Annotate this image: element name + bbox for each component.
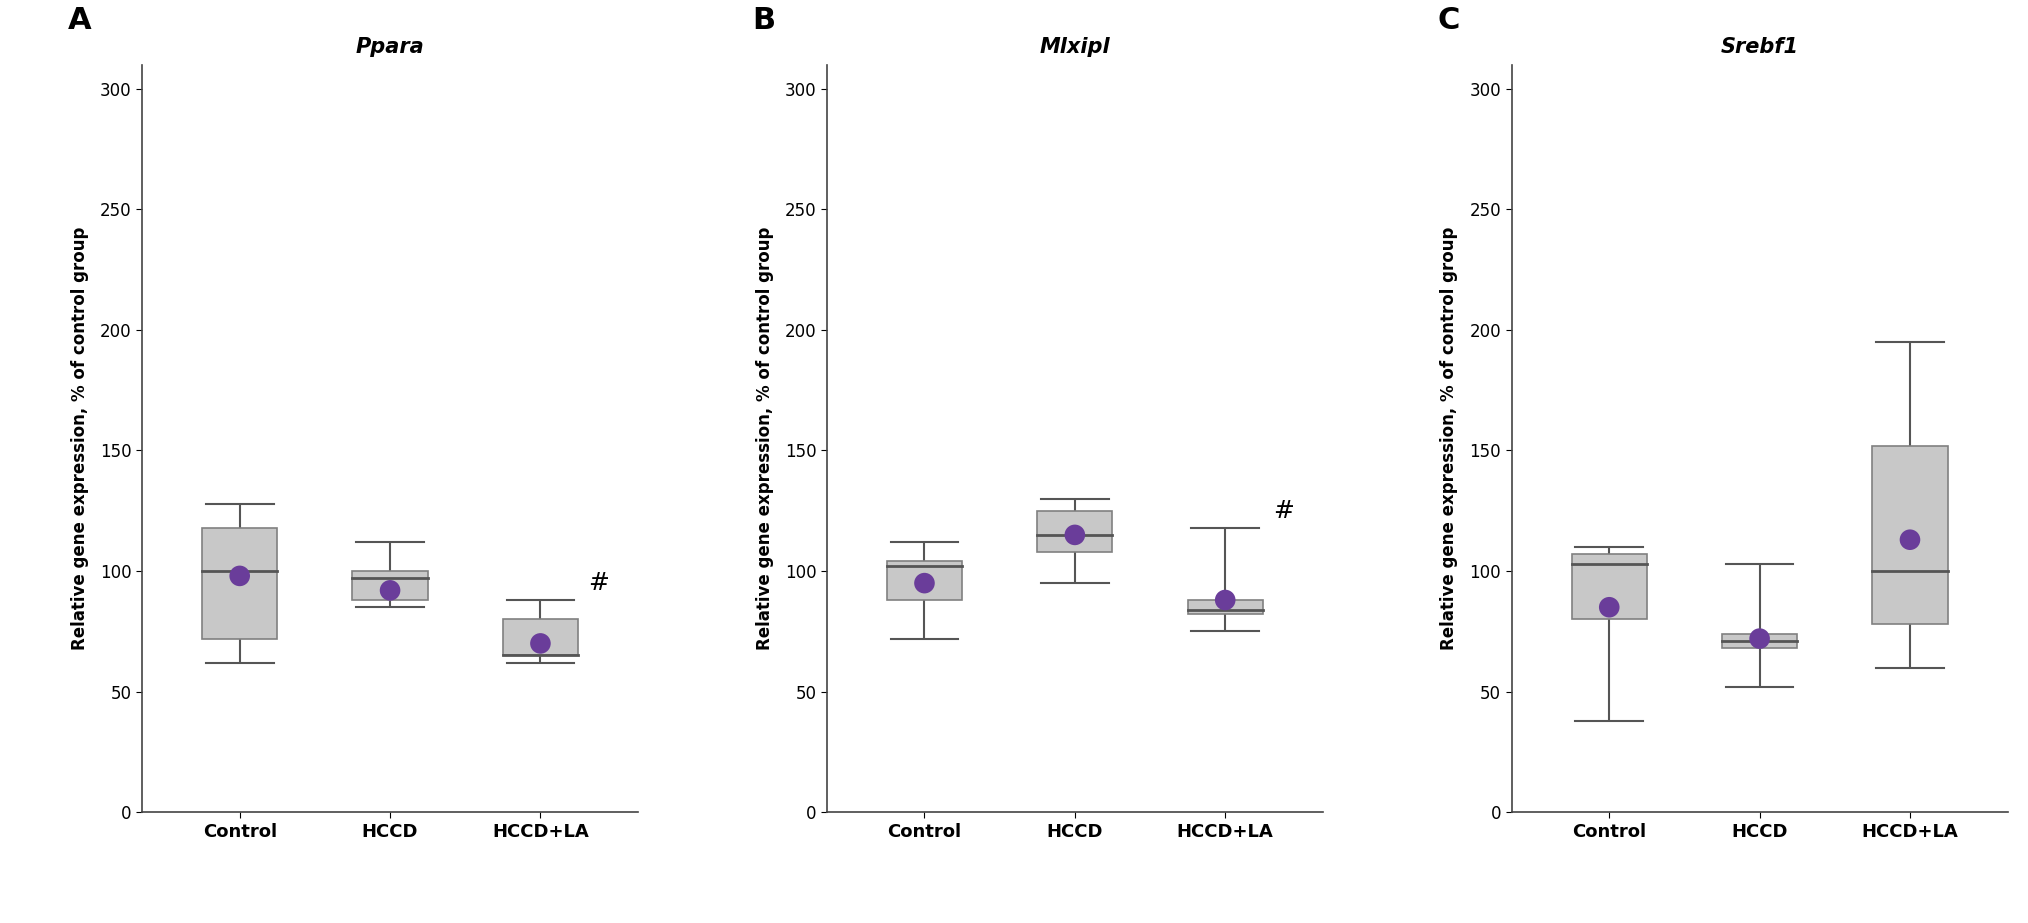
Text: C: C bbox=[1438, 6, 1460, 35]
Text: #: # bbox=[1274, 498, 1294, 522]
Bar bbox=[353, 571, 428, 600]
Bar bbox=[203, 528, 278, 639]
Bar bbox=[1188, 600, 1263, 615]
Bar bbox=[1572, 554, 1647, 619]
Y-axis label: Relative gene expression, % of control group: Relative gene expression, % of control g… bbox=[1440, 227, 1458, 650]
Bar bbox=[503, 619, 578, 655]
Point bbox=[1059, 528, 1091, 543]
Point bbox=[1894, 533, 1927, 547]
Point bbox=[223, 569, 256, 583]
Point bbox=[373, 583, 406, 598]
Bar bbox=[1872, 446, 1947, 624]
Y-axis label: Relative gene expression, % of control group: Relative gene expression, % of control g… bbox=[71, 227, 89, 650]
Point bbox=[523, 636, 556, 651]
Point bbox=[1744, 631, 1777, 646]
Point bbox=[1209, 593, 1241, 607]
Title: Srebf1: Srebf1 bbox=[1720, 38, 1799, 57]
Y-axis label: Relative gene expression, % of control group: Relative gene expression, % of control g… bbox=[756, 227, 773, 650]
Bar bbox=[1722, 634, 1797, 648]
Title: Mlxipl: Mlxipl bbox=[1040, 38, 1109, 57]
Text: B: B bbox=[752, 6, 775, 35]
Title: Ppara: Ppara bbox=[355, 38, 424, 57]
Text: #: # bbox=[588, 571, 610, 595]
Text: A: A bbox=[67, 6, 91, 35]
Point bbox=[1594, 600, 1626, 615]
Point bbox=[909, 576, 941, 591]
Bar bbox=[886, 561, 961, 600]
Bar bbox=[1036, 510, 1113, 552]
